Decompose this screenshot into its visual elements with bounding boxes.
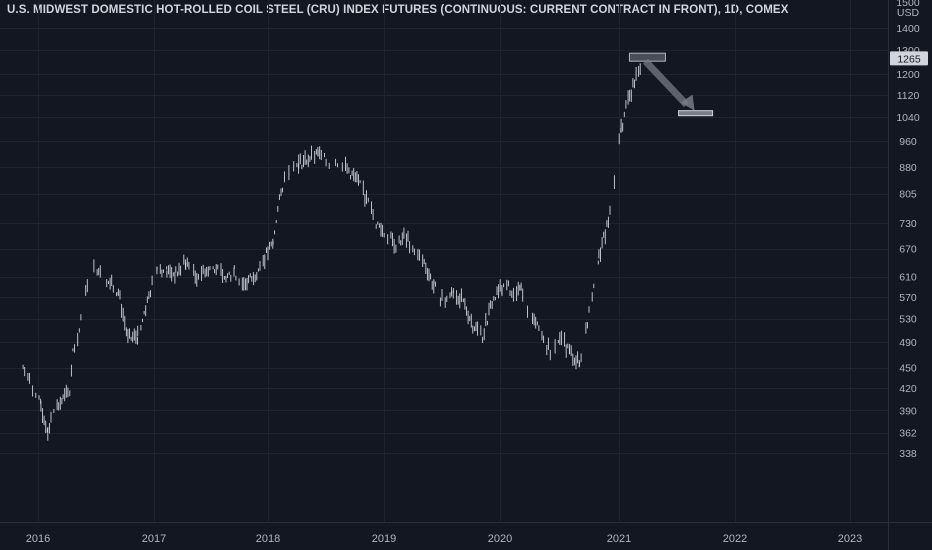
chart-title: U.S. MIDWEST DOMESTIC HOT-ROLLED COIL ST… [7, 4, 789, 16]
x-tick-label: 2019 [372, 533, 396, 545]
x-tick-label: 2020 [488, 533, 512, 545]
trend-arrow-head [680, 94, 695, 111]
last-price-label: 1265 [897, 53, 921, 65]
y-tick-label: 390 [899, 405, 917, 417]
y-tick-label: 610 [899, 272, 917, 284]
y-tick-label: 1500 [896, 0, 920, 9]
y-tick-label: 730 [899, 218, 917, 230]
y-tick-label: 420 [899, 383, 917, 395]
price-series [22, 63, 641, 441]
x-tick-label: 2023 [838, 533, 862, 545]
y-tick-label: 1400 [896, 23, 920, 35]
y-tick-label: 880 [899, 162, 917, 174]
y-tick-label: 450 [899, 363, 917, 375]
y-tick-label: 530 [899, 314, 917, 326]
y-tick-label: 1120 [897, 90, 920, 102]
y-tick-label: 1200 [896, 69, 920, 81]
y-axis-unit: USD [897, 7, 920, 19]
y-tick-label: 570 [899, 292, 917, 304]
target-marker [678, 110, 714, 117]
y-tick-label: 670 [899, 244, 917, 256]
grid-lines [0, 0, 888, 522]
x-tick-label: 2016 [26, 533, 50, 545]
y-tick-label: 960 [899, 136, 917, 148]
y-tick-label: 362 [899, 428, 917, 440]
x-tick-label: 2022 [723, 533, 747, 545]
x-tick-label: 2021 [607, 533, 631, 545]
x-tick-label: 2017 [142, 533, 166, 545]
y-tick-label: 805 [899, 189, 917, 201]
y-tick-label: 1040 [896, 112, 920, 124]
y-tick-label: 338 [899, 448, 917, 460]
trend-arrow-shaft [642, 58, 690, 108]
last-price-badge [890, 51, 928, 66]
y-tick-label: 490 [899, 337, 917, 349]
x-tick-label: 2018 [256, 533, 280, 545]
